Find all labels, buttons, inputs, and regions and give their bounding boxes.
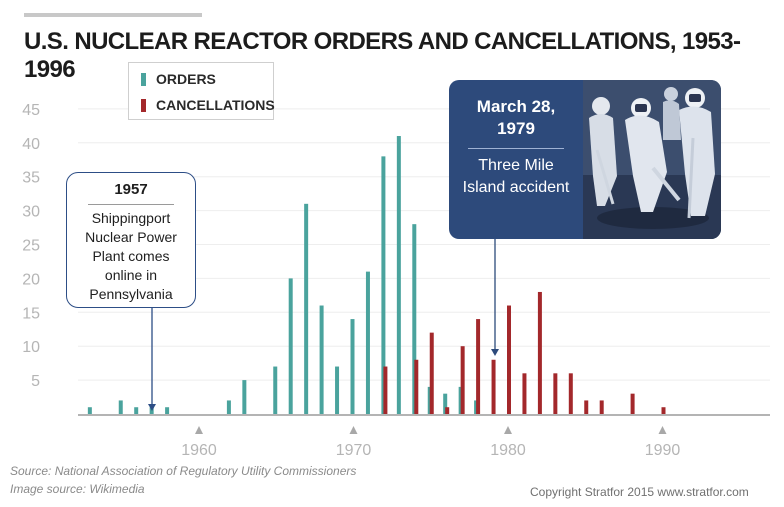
cancellations-bar-1988 <box>630 393 635 414</box>
cancellations-bar-1972 <box>383 366 388 414</box>
legend: ORDERS CANCELLATIONS <box>128 62 275 120</box>
tmi-callout-date: March 28, 1979 <box>476 97 556 138</box>
y-tick-label-10: 10 <box>22 339 40 356</box>
image-source-note: Image source: Wikimedia <box>10 482 145 496</box>
x-tick-label-1980: 1980 <box>490 442 526 459</box>
cancellations-bar-1979 <box>491 359 496 414</box>
shippingport-callout-year: 1957 <box>114 181 148 198</box>
copyright-note: Copyright Stratfor 2015 www.stratfor.com <box>530 485 749 499</box>
cancellations-swatch <box>141 98 146 112</box>
y-tick-label-30: 30 <box>22 204 40 221</box>
orders-bar-1957 <box>149 407 154 414</box>
tmi-callout-text: Three Mile Island accident <box>462 157 570 196</box>
hazmat-cleanup-photo <box>583 80 721 239</box>
orders-bar-1972 <box>381 156 386 415</box>
top-accent-rule <box>24 13 202 17</box>
cancellations-bar-1980 <box>507 305 511 414</box>
shippingport-callout-divider <box>88 204 174 205</box>
shippingport-callout: 1957 Shippingport Nuclear Power Plant co… <box>66 172 196 308</box>
legend-item-cancellations: CANCELLATIONS <box>141 96 275 114</box>
orders-bar-1966 <box>288 278 293 414</box>
x-axis: 1960 1970 1980 1990 <box>78 414 770 459</box>
tmi-callout-divider <box>468 148 564 149</box>
cancellations-bar-1982 <box>537 291 542 414</box>
y-tick-label-45: 45 <box>22 102 40 119</box>
y-tick-label-20: 20 <box>22 271 40 288</box>
orders-bar-1969 <box>335 366 340 414</box>
tmi-callout-text-column: March 28, 1979 Three Mile Island acciden… <box>449 80 583 239</box>
orders-bar-1963 <box>242 380 247 414</box>
source-note: Source: National Association of Regulato… <box>10 464 357 478</box>
cancellations-bar-1978 <box>476 319 481 414</box>
shippingport-pointer-arrowhead <box>148 404 156 411</box>
orders-bar-1953 <box>87 407 92 414</box>
cancellations-bar-1975 <box>429 332 434 414</box>
cancellations-bar-1974 <box>414 359 419 414</box>
cancellations-bar-1984 <box>568 373 573 414</box>
y-axis-ticks: 5 10 15 20 25 30 35 40 45 <box>22 102 40 390</box>
y-tick-label-15: 15 <box>22 305 40 322</box>
orders-bar-1965 <box>273 366 278 414</box>
x-tick-marker-1980 <box>504 426 512 434</box>
cancellations-bar-1990 <box>661 407 666 414</box>
legend-label-orders: ORDERS <box>156 71 216 87</box>
cancellations-bar-1983 <box>553 373 558 414</box>
cancellations-bar-1985 <box>584 400 589 414</box>
cancellations-bar-1986 <box>599 400 604 414</box>
orders-bar-1974 <box>412 224 417 414</box>
x-tick-label-1960: 1960 <box>181 442 217 459</box>
x-tick-marker-1960 <box>195 426 203 434</box>
cancellations-bar-1976 <box>445 407 450 414</box>
y-tick-label-35: 35 <box>22 170 40 187</box>
orders-bar-1976 <box>443 393 448 414</box>
orders-bar-1968 <box>319 305 324 414</box>
orders-swatch <box>141 72 146 86</box>
orders-bar-1970 <box>350 319 355 414</box>
three-mile-island-callout: March 28, 1979 Three Mile Island acciden… <box>449 80 721 239</box>
shippingport-callout-text: Shippingport Nuclear Power Plant comes o… <box>85 210 177 302</box>
orders-bar-1955 <box>118 400 123 414</box>
x-tick-marker-1970 <box>349 426 358 434</box>
orders-bar-1967 <box>304 203 309 414</box>
orders-bar-1958 <box>165 407 170 414</box>
x-tick-marker-1990 <box>658 426 667 434</box>
y-tick-label-40: 40 <box>22 136 40 153</box>
x-tick-label-1990: 1990 <box>645 442 681 459</box>
y-tick-label-5: 5 <box>31 373 40 390</box>
legend-item-orders: ORDERS <box>141 70 216 88</box>
orders-bar-1971 <box>365 271 370 414</box>
orders-bar-1962 <box>226 400 231 414</box>
y-tick-label-25: 25 <box>22 238 40 255</box>
chart-title: U.S. NUCLEAR REACTOR ORDERS AND CANCELLA… <box>24 28 741 83</box>
orders-bar-1973 <box>396 136 401 414</box>
cancellations-bar-1977 <box>460 346 465 414</box>
bars <box>87 136 666 415</box>
orders-bar-1956 <box>134 407 139 414</box>
cancellations-bar-1981 <box>522 373 527 414</box>
legend-label-cancellations: CANCELLATIONS <box>156 97 275 113</box>
x-tick-label-1970: 1970 <box>336 442 372 459</box>
tmi-pointer-arrowhead <box>491 349 499 356</box>
